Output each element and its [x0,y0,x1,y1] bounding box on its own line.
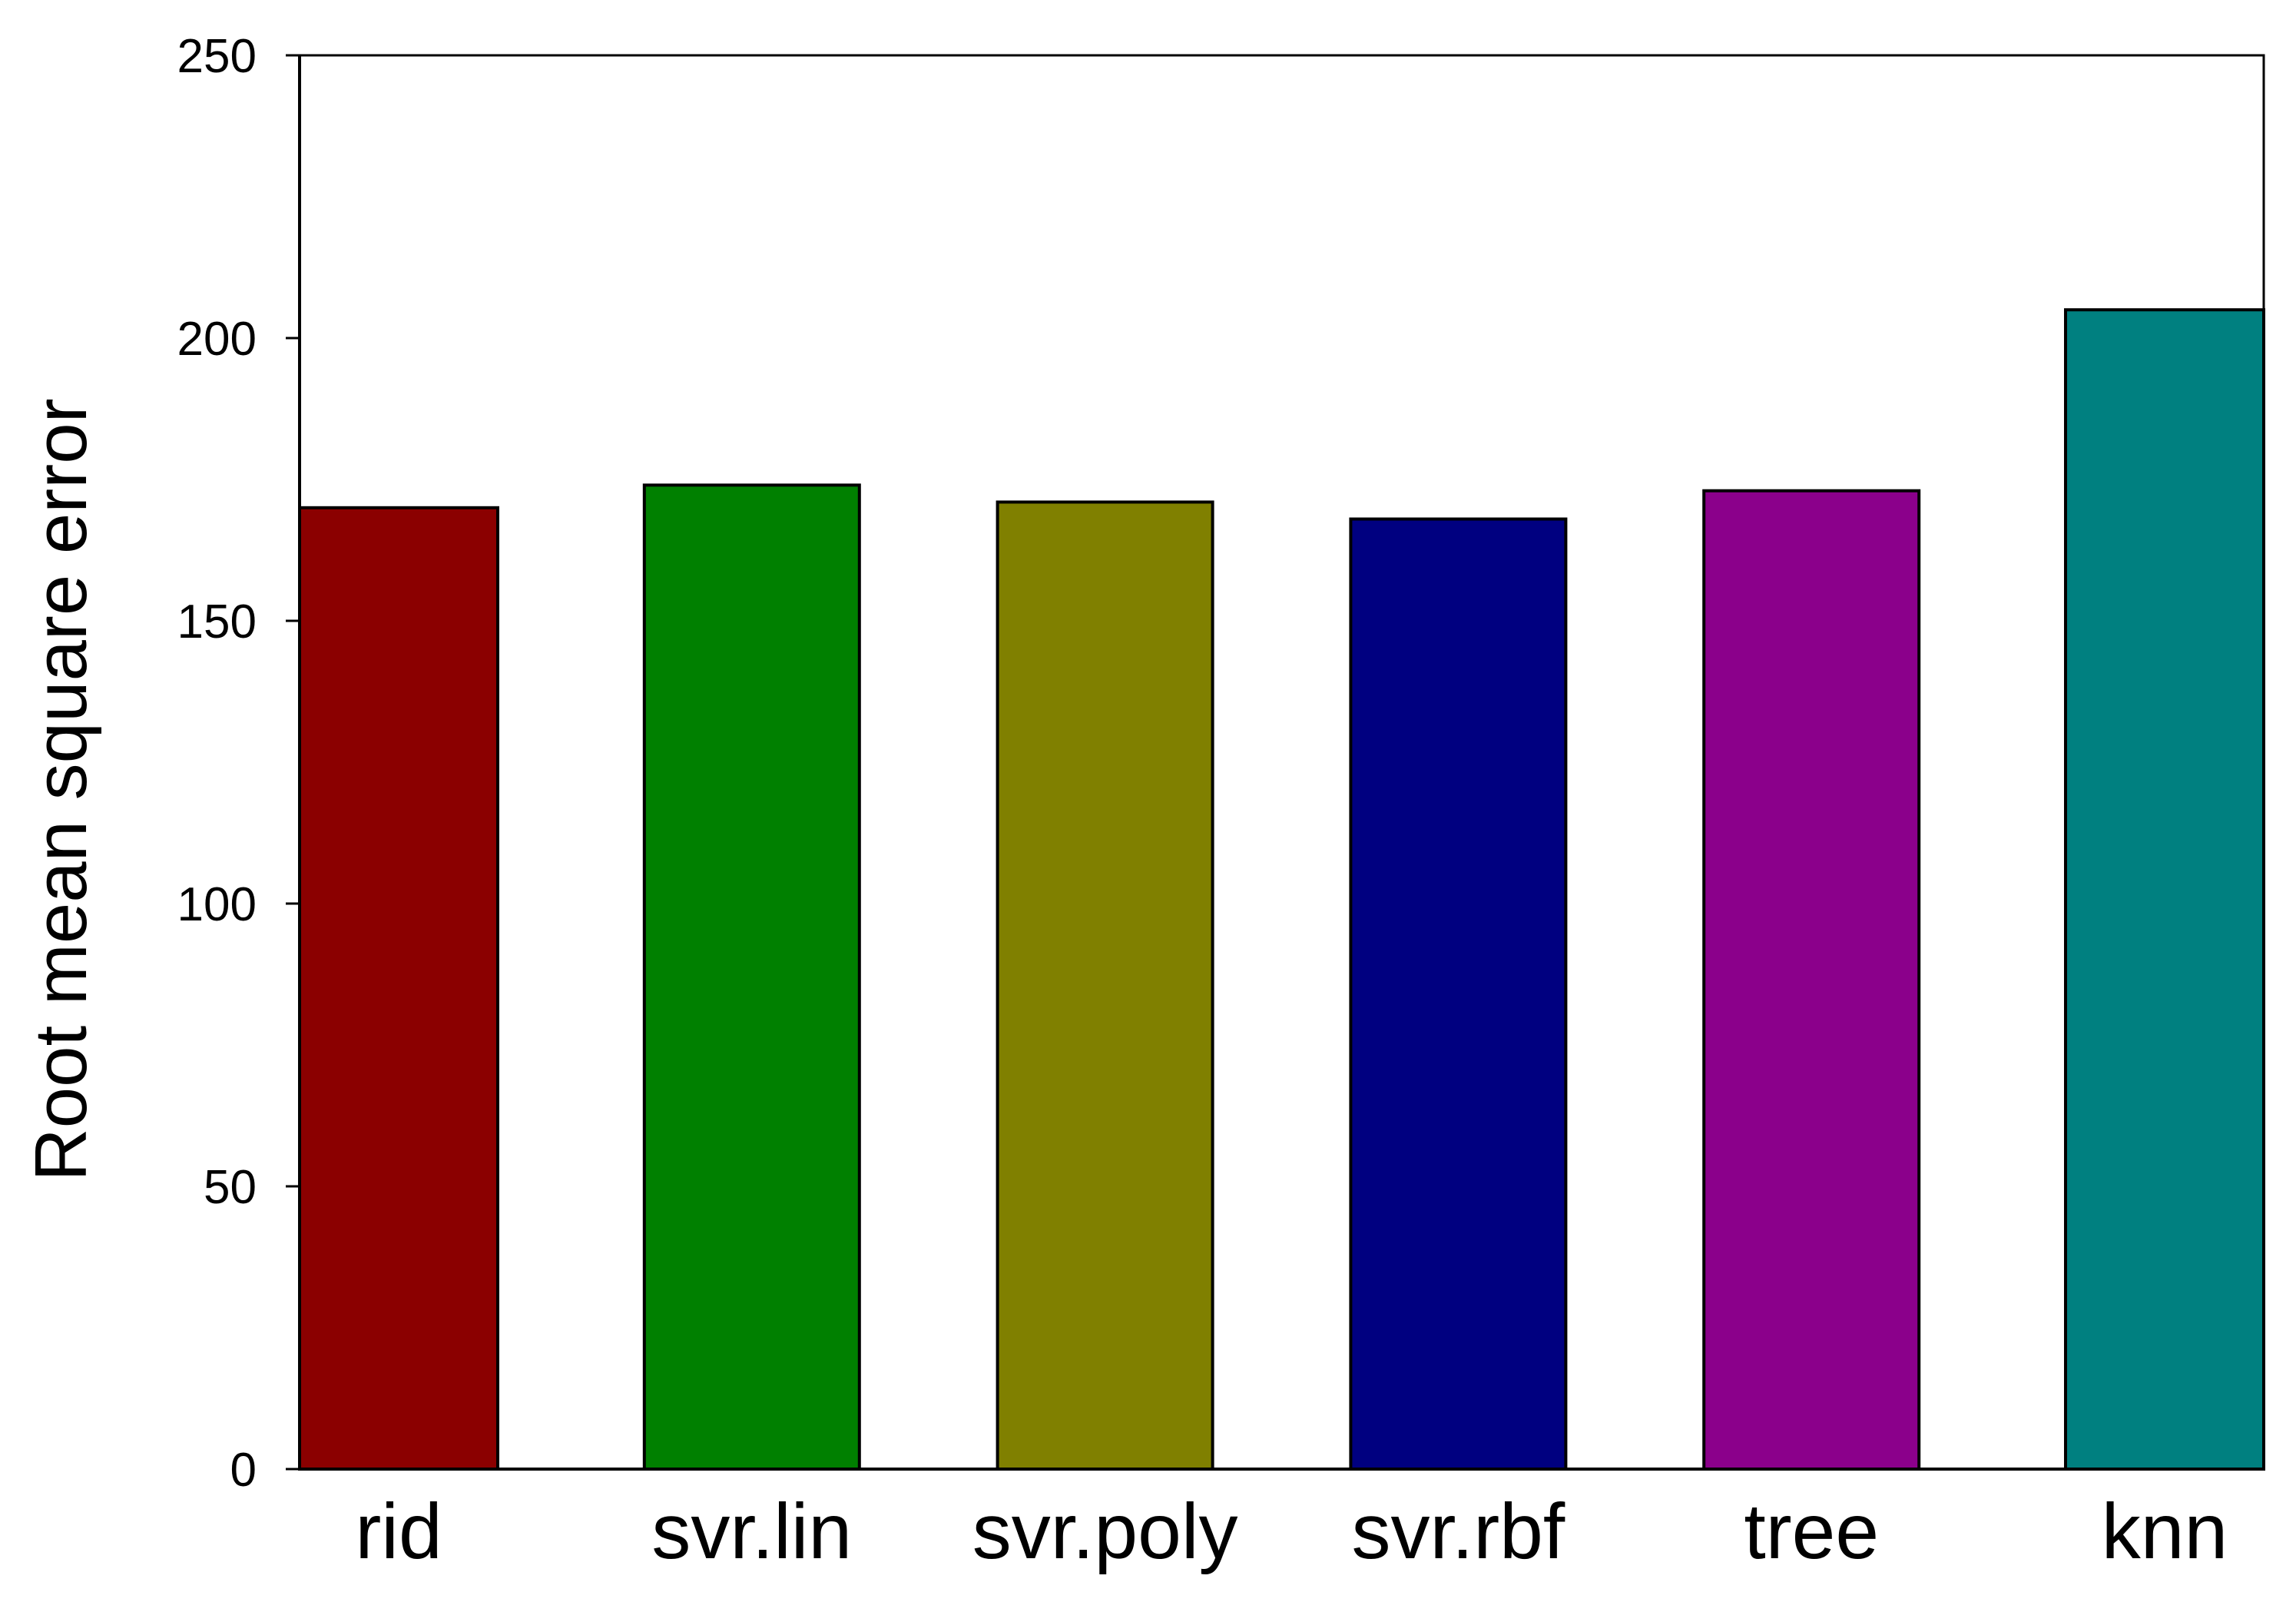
bars-layer [298,308,2265,1471]
x-tick-label: rid [355,1488,442,1575]
y-axis-title: Root mean square error [20,398,102,1181]
x-tick-label: knn [2102,1488,2228,1575]
y-tick-label: 100 [177,878,257,931]
y-tick-label: 250 [177,30,257,83]
y-tick-label: 50 [204,1161,257,1214]
x-tick-label: svr.rbf [1352,1488,1565,1575]
y-tick-label: 0 [230,1444,257,1497]
x-tick-labels: rid svr.lin svr.poly svr.rbf tree knn [355,1488,2228,1575]
y-ticks: 0 50 100 150 200 250 [177,30,300,1497]
x-tick-label: tree [1744,1488,1879,1575]
y-tick-label: 150 [177,595,257,648]
y-tick-label: 200 [177,313,257,366]
bar-svr-lin [642,483,861,1471]
bar-svr-rbf [1349,517,1568,1471]
x-tick-label: svr.lin [651,1488,852,1575]
x-tick-label: svr.poly [972,1488,1238,1575]
bar-svr-poly [996,500,1214,1471]
bar-rid [298,506,499,1471]
bar-knn [2064,308,2265,1471]
bar-tree [1702,489,1921,1471]
